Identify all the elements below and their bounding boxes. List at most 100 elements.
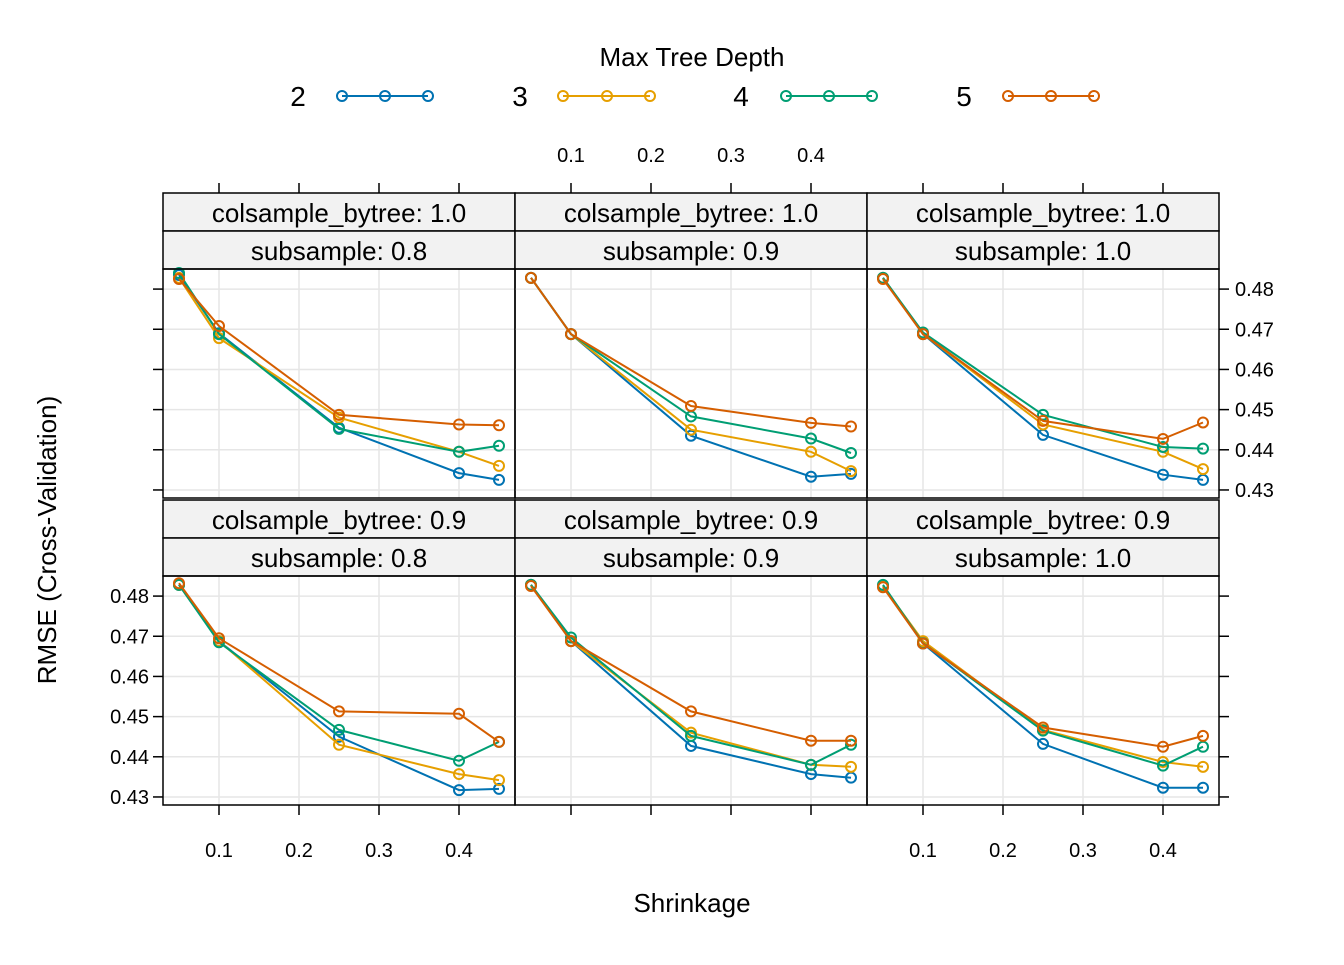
legend-marker — [379, 90, 391, 102]
series-line — [882, 278, 1204, 440]
data-point — [493, 735, 505, 748]
data-point — [877, 581, 889, 594]
legend-marker — [823, 90, 835, 102]
data-point — [333, 730, 345, 743]
series-line — [178, 584, 500, 762]
series-5 — [877, 581, 1209, 753]
series-line — [530, 277, 852, 428]
series-line — [530, 584, 852, 779]
data-point — [917, 328, 929, 341]
strip-top-label: colsample_bytree: 0.9 — [916, 505, 1170, 535]
x-tick-label: 0.2 — [285, 840, 313, 862]
legend-title: Max Tree Depth — [600, 42, 785, 72]
x-tick-label: 0.1 — [909, 840, 937, 862]
series-5 — [525, 580, 857, 747]
data-point — [1157, 468, 1169, 481]
x-axis-top-col2: 0.1 0.2 0.3 0.4 — [557, 145, 825, 193]
legend-marker — [336, 90, 348, 102]
panel-border — [514, 268, 868, 499]
data-point — [213, 632, 225, 645]
data-point — [877, 273, 889, 286]
data-point — [805, 734, 817, 747]
y-axis-right-row2 — [1219, 595, 1229, 798]
strip-bottom-label: subsample: 0.9 — [603, 236, 779, 266]
series-5 — [877, 273, 1209, 445]
strip-top-label: colsample_bytree: 0.9 — [212, 505, 466, 535]
series-line — [882, 586, 1204, 748]
strip-bottom-label: subsample: 0.8 — [251, 543, 427, 573]
data-point — [1197, 463, 1209, 476]
data-point — [565, 631, 577, 644]
series-4 — [877, 578, 1209, 772]
y-axis-left-row2: 0.43 0.44 0.45 0.46 0.47 0.48 — [110, 586, 163, 809]
data-point — [213, 328, 225, 341]
series-line — [530, 277, 852, 473]
x-tick-label: 0.3 — [1069, 840, 1097, 862]
y-tick-label: 0.48 — [110, 586, 149, 608]
data-point — [805, 416, 817, 429]
strip-bottom-bg — [514, 537, 868, 577]
data-point — [525, 271, 537, 284]
legend-label: 3 — [512, 81, 528, 112]
series-5 — [173, 577, 505, 748]
data-point — [1197, 760, 1209, 773]
data-point — [1037, 414, 1049, 427]
data-point — [333, 723, 345, 736]
grid — [163, 269, 515, 498]
series-4 — [173, 267, 505, 458]
strip-bottom-label: subsample: 1.0 — [955, 236, 1131, 266]
strip-top-label: colsample_bytree: 1.0 — [564, 198, 818, 228]
y-axis-label: RMSE (Cross-Validation) — [32, 396, 62, 684]
y-tick-label: 0.48 — [1235, 279, 1274, 301]
panel-3: colsample_bytree: 1.0 subsample: 1.0 — [866, 192, 1220, 499]
y-tick-label: 0.44 — [110, 747, 149, 769]
panel-border — [162, 268, 516, 499]
data-point — [493, 419, 505, 432]
data-point — [333, 408, 345, 421]
panel-border — [866, 575, 1220, 806]
y-tick-label: 0.43 — [1235, 480, 1274, 502]
data-point — [565, 635, 577, 648]
legend-entry-5: 5 — [956, 81, 1100, 112]
panel-4: colsample_bytree: 0.9 subsample: 0.8 — [162, 499, 516, 806]
x-tick-label: 0.4 — [445, 840, 473, 862]
legend-label: 4 — [733, 81, 749, 112]
legend-entry-2: 2 — [290, 81, 434, 112]
series-line — [178, 582, 500, 743]
data-point — [685, 429, 697, 442]
strip-top-bg — [866, 499, 1220, 539]
panel-1: colsample_bytree: 1.0 subsample: 0.8 — [162, 192, 516, 499]
data-point — [1197, 729, 1209, 742]
data-point — [805, 445, 817, 458]
y-tick-label: 0.45 — [110, 707, 149, 729]
data-point — [1197, 416, 1209, 429]
data-point — [1037, 721, 1049, 734]
strip-top-bg — [514, 192, 868, 232]
series-5 — [525, 271, 857, 433]
data-point — [453, 768, 465, 781]
legend-marker — [557, 90, 569, 102]
x-tick-label: 0.1 — [557, 145, 585, 167]
y-tick-label: 0.45 — [1235, 400, 1274, 422]
legend-marker — [866, 90, 878, 102]
data-point — [1157, 432, 1169, 445]
x-axis-bottom-col2 — [570, 805, 812, 815]
x-tick-label: 0.3 — [717, 145, 745, 167]
legend-entry-3: 3 — [512, 81, 656, 112]
data-point — [213, 320, 225, 333]
data-point — [1197, 781, 1209, 794]
data-point — [493, 439, 505, 452]
series-line — [530, 277, 852, 478]
legend: 2 3 4 5 — [290, 81, 1100, 112]
series-line — [882, 277, 1204, 450]
x-tick-label: 0.1 — [205, 840, 233, 862]
legend-marker — [1088, 90, 1100, 102]
x-axis-bottom-col3: 0.1 0.2 0.3 0.4 — [909, 805, 1177, 862]
strip-top-bg — [162, 499, 516, 539]
y-axis-left-row1 — [153, 288, 163, 491]
panel-6: colsample_bytree: 0.9 subsample: 1.0 — [866, 499, 1220, 806]
series-3 — [525, 271, 857, 478]
data-point — [685, 423, 697, 436]
